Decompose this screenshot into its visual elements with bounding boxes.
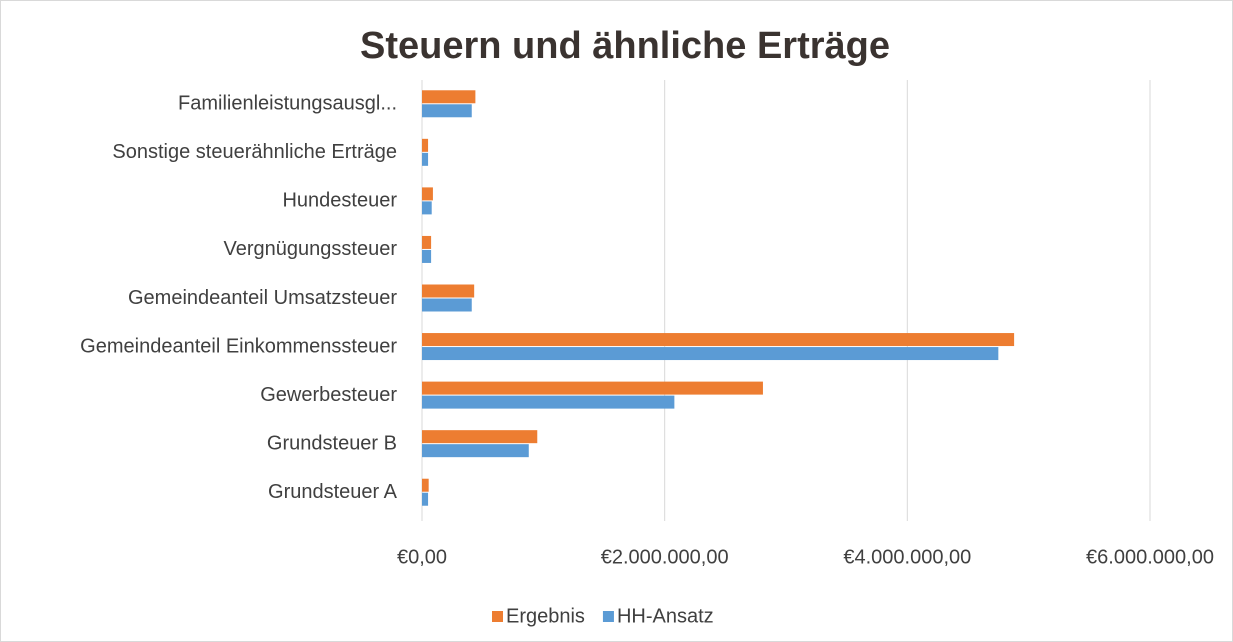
y-tick-label: Grundsteuer B bbox=[267, 432, 397, 454]
y-tick-label: Sonstige steuerähnliche Erträge bbox=[112, 141, 397, 163]
bar bbox=[422, 284, 475, 298]
bar bbox=[422, 395, 675, 409]
legend-swatch bbox=[492, 611, 503, 622]
bar bbox=[422, 187, 433, 201]
bar bbox=[422, 90, 476, 104]
bar bbox=[422, 478, 429, 492]
bar bbox=[422, 152, 429, 166]
bar bbox=[422, 444, 529, 458]
y-tick-label: Vergnügungssteuer bbox=[224, 238, 398, 260]
x-tick-label: €2.000.000,00 bbox=[601, 546, 729, 568]
bar bbox=[422, 249, 432, 263]
bar bbox=[422, 298, 472, 312]
bar bbox=[422, 381, 763, 395]
y-tick-label: Gemeindeanteil Einkommenssteuer bbox=[80, 335, 397, 357]
chart-title: Steuern und ähnliche Erträge bbox=[360, 25, 890, 67]
y-tick-label: Gewerbesteuer bbox=[260, 384, 397, 406]
legend-label: HH-Ansatz bbox=[617, 605, 714, 627]
y-tick-label: Hundesteuer bbox=[282, 190, 397, 212]
bar bbox=[422, 104, 472, 118]
bar bbox=[422, 333, 1015, 347]
legend-swatch bbox=[602, 611, 614, 622]
bar bbox=[422, 492, 429, 506]
x-tick-label: €4.000.000,00 bbox=[843, 546, 971, 568]
bar bbox=[422, 430, 538, 444]
bar bbox=[422, 235, 432, 249]
bar bbox=[422, 347, 999, 361]
y-tick-label: Grundsteuer A bbox=[268, 481, 398, 503]
bar bbox=[422, 201, 432, 215]
x-tick-label: €0,00 bbox=[397, 546, 447, 568]
y-tick-label: Gemeindeanteil Umsatzsteuer bbox=[128, 287, 397, 309]
legend-label: Ergebnis bbox=[506, 605, 585, 627]
bar bbox=[422, 138, 429, 152]
x-tick-label: €6.000.000,00 bbox=[1086, 546, 1214, 568]
y-tick-label: Familienleistungsausgl... bbox=[178, 93, 397, 115]
